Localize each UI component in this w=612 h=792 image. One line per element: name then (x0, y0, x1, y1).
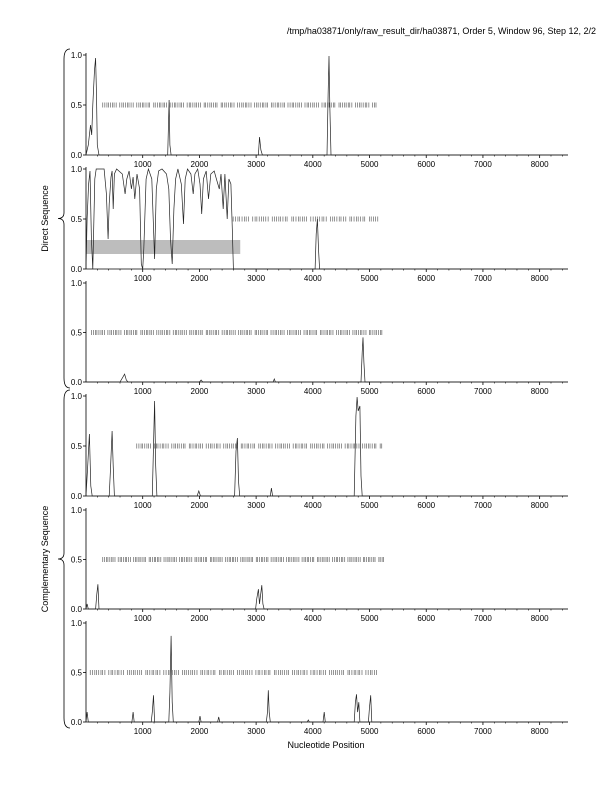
x-tick-label: 2000 (191, 274, 209, 283)
x-tick-label: 8000 (531, 614, 549, 623)
page-title: /tmp/ha03871/only/raw_result_dir/ha03871… (286, 26, 596, 36)
x-tick-label: 1000 (134, 160, 152, 169)
panel-6: 0.0 0.5 1.0 1000 2000 3000 4000 5000 6000 7000 800… (71, 619, 568, 736)
y-tick-label: 0.5 (71, 329, 83, 338)
sequence-groups: Direct Sequence Complementary Sequence (40, 48, 71, 729)
marker-ticks (89, 670, 377, 675)
y-tick-label: 1.0 (71, 51, 83, 60)
x-tick-label: 7000 (474, 727, 492, 736)
group-label: Complementary Sequence (40, 506, 50, 613)
series-line (86, 337, 568, 383)
y-tick-label: 1.0 (71, 619, 83, 628)
panel-1: 0.0 0.5 1.0 1000 2000 3000 4000 5000 6000 7000 800… (71, 51, 568, 169)
x-tick-label: 8000 (531, 274, 549, 283)
x-tick-label: 4000 (304, 387, 322, 396)
x-tick-label: 3000 (247, 614, 265, 623)
x-tick-label: 2000 (191, 387, 209, 396)
x-tick-label: 8000 (531, 387, 549, 396)
series-line (85, 635, 568, 723)
y-tick-label: 1.0 (71, 392, 83, 401)
x-tick-label: 6000 (417, 160, 435, 169)
group-2: Complementary Sequence (40, 389, 71, 729)
x-tick-label: 6000 (417, 501, 435, 510)
x-tick-label: 6000 (417, 274, 435, 283)
x-tick-label: 8000 (531, 160, 549, 169)
x-tick-label: 6000 (417, 614, 435, 623)
x-tick-label: 4000 (304, 160, 322, 169)
x-tick-label: 6000 (417, 387, 435, 396)
x-tick-label: 2000 (191, 614, 209, 623)
x-tick-label: 1000 (134, 501, 152, 510)
panel-5: 0.0 0.5 1.0 1000 2000 3000 4000 5000 6000 7000 800… (71, 506, 568, 623)
x-tick-label: 4000 (304, 274, 322, 283)
x-tick-label: 2000 (191, 501, 209, 510)
x-tick-label: 7000 (474, 387, 492, 396)
y-tick-label: 0.0 (71, 492, 83, 501)
x-tick-label: 1000 (134, 727, 152, 736)
series-line (85, 55, 568, 156)
highlight-band (86, 240, 241, 254)
y-tick-label: 1.0 (71, 279, 83, 288)
marker-ticks (102, 557, 384, 562)
x-tick-label: 4000 (304, 501, 322, 510)
x-tick-label: 1000 (134, 387, 152, 396)
marker-ticks (232, 216, 379, 222)
x-tick-label: 1000 (134, 614, 152, 623)
y-tick-label: 0.0 (71, 718, 83, 727)
series-line (85, 167, 568, 270)
y-tick-label: 1.0 (71, 165, 83, 174)
y-tick-label: 0.5 (71, 215, 83, 224)
group-label: Direct Sequence (40, 185, 50, 252)
x-tick-label: 7000 (474, 274, 492, 283)
y-tick-label: 0.0 (71, 151, 83, 160)
x-tick-label: 3000 (247, 501, 265, 510)
marker-ticks (136, 443, 383, 449)
y-tick-label: 0.0 (71, 605, 83, 614)
panel-3: 0.0 0.5 1.0 1000 2000 3000 4000 5000 6000 7000 800… (71, 279, 568, 396)
x-tick-label: 4000 (304, 727, 322, 736)
x-tick-label: 5000 (361, 160, 379, 169)
x-tick-label: 5000 (361, 614, 379, 623)
x-tick-label: 2000 (191, 727, 209, 736)
y-tick-label: 0.5 (71, 101, 83, 110)
y-tick-label: 0.0 (71, 378, 83, 387)
x-tick-label: 3000 (247, 727, 265, 736)
group-1: Direct Sequence (40, 48, 71, 389)
x-tick-label: 3000 (247, 160, 265, 169)
group-brace (57, 389, 71, 729)
series-line (85, 584, 568, 610)
chart-panels: 0.0 0.5 1.0 1000 2000 3000 4000 5000 6000 7000 800… (71, 51, 568, 736)
x-tick-label: 5000 (361, 501, 379, 510)
x-tick-label: 8000 (531, 501, 549, 510)
x-tick-label: 2000 (191, 160, 209, 169)
x-tick-label: 7000 (474, 614, 492, 623)
group-brace (57, 48, 71, 389)
y-tick-label: 0.5 (71, 556, 83, 565)
panel-2: 0.0 0.5 1.0 1000 2000 3000 4000 5000 6000 7000 800… (71, 165, 568, 283)
y-tick-label: 0.5 (71, 669, 83, 678)
panel-4: 0.0 0.5 1.0 1000 2000 3000 4000 5000 6000 7000 800… (71, 392, 568, 510)
x-tick-label: 5000 (361, 274, 379, 283)
x-tick-label: 5000 (361, 727, 379, 736)
x-tick-label: 4000 (304, 614, 322, 623)
y-tick-label: 0.5 (71, 442, 83, 451)
x-tick-label: 3000 (247, 387, 265, 396)
x-tick-label: 1000 (134, 274, 152, 283)
series-line (85, 396, 568, 497)
marker-ticks (102, 102, 377, 108)
x-tick-label: 5000 (361, 387, 379, 396)
x-tick-label: 7000 (474, 160, 492, 169)
marker-ticks (91, 330, 383, 335)
x-axis-label: Nucleotide Position (287, 740, 364, 750)
x-tick-label: 3000 (247, 274, 265, 283)
x-tick-label: 6000 (417, 727, 435, 736)
y-tick-label: 1.0 (71, 506, 83, 515)
x-tick-label: 7000 (474, 501, 492, 510)
x-tick-label: 8000 (531, 727, 549, 736)
y-tick-label: 0.0 (71, 265, 83, 274)
